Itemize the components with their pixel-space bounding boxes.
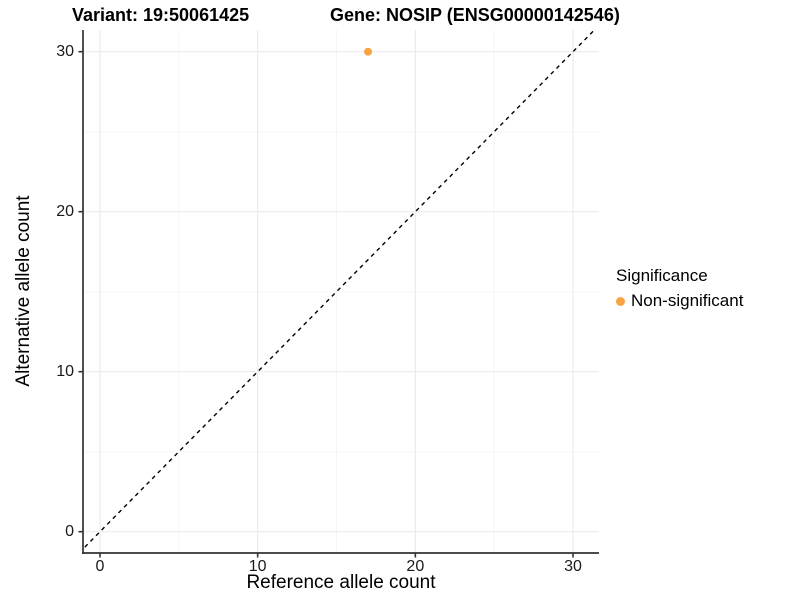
y-tick-label: 20	[56, 202, 74, 220]
x-tick-label: 20	[406, 558, 425, 575]
y-tick-label: 10	[56, 362, 74, 380]
legend-point-icon	[616, 296, 625, 306]
legend-title: Significance	[616, 266, 708, 285]
y-tick-label: 0	[65, 522, 74, 540]
y-axis-title: Alternative allele count	[13, 195, 34, 387]
data-point	[364, 47, 373, 56]
identity-reference-line	[83, 30, 596, 550]
x-tick-label: 30	[564, 558, 582, 575]
variant-title: Variant: 19:50061425	[72, 5, 250, 25]
legend: Significance Non-significant	[616, 266, 743, 311]
x-tick-label: 0	[95, 558, 105, 575]
legend-item-non-significant: Non-significant	[616, 291, 743, 311]
x-tick-label: 10	[248, 558, 267, 575]
x-axis-title: Reference allele count	[246, 572, 436, 593]
gene-title: Gene: NOSIP (ENSG00000142546)	[330, 5, 620, 25]
legend-item-label: Non-significant	[631, 291, 744, 310]
y-tick-label: 30	[56, 42, 74, 60]
